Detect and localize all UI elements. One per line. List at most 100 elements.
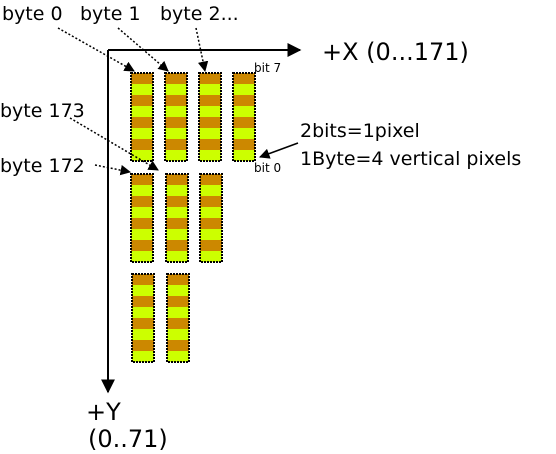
byte-outline <box>166 273 190 363</box>
byte-column <box>164 72 188 162</box>
bit-cell <box>131 95 153 106</box>
bit-cell <box>165 95 187 106</box>
bit-cell <box>165 73 187 84</box>
bit-cell <box>131 196 153 207</box>
leader-arrows <box>57 27 209 176</box>
bit-cell <box>167 340 189 351</box>
bit-cell <box>200 218 222 229</box>
bit-cell <box>167 307 189 318</box>
bit-cell <box>131 174 153 185</box>
byte-outline <box>164 72 188 162</box>
byte-column <box>130 173 154 263</box>
byte-outline <box>199 173 223 263</box>
bit-cell <box>200 251 222 262</box>
bit-cell <box>131 251 153 262</box>
bit-cell <box>233 117 255 128</box>
bit-cell <box>131 185 153 196</box>
byte-173-label: byte 173 <box>0 100 85 122</box>
bit-0-label: bit 0 <box>254 161 281 175</box>
bit-cell <box>131 73 153 84</box>
byte-0-arrow <box>57 27 135 72</box>
bit-cell <box>131 84 153 95</box>
bit-cell <box>166 229 188 240</box>
bit-cell <box>199 73 221 84</box>
byte-outline <box>198 72 222 162</box>
bit-cell <box>199 117 221 128</box>
bit-cell <box>167 318 189 329</box>
bit-cell <box>200 174 222 185</box>
bit-cell <box>167 296 189 307</box>
bit-cell <box>200 196 222 207</box>
bit-cell <box>132 274 154 285</box>
byte-column <box>232 72 256 162</box>
bit-cell <box>166 240 188 251</box>
bit-cell <box>200 229 222 240</box>
bit-cell <box>131 240 153 251</box>
byte-2-arrow <box>195 27 209 73</box>
note-line-2: 1Byte=4 vertical pixels <box>300 148 521 170</box>
byte-172-arrow <box>94 164 132 176</box>
bit-cell <box>199 139 221 150</box>
bit-cell <box>200 207 222 218</box>
byte-column <box>166 273 190 363</box>
bit-cell <box>166 185 188 196</box>
bit-cell <box>200 185 222 196</box>
bit-cell <box>131 128 153 139</box>
bit-cell <box>131 218 153 229</box>
bit-cell <box>166 196 188 207</box>
note-arrow <box>259 142 299 159</box>
bit-cell <box>132 329 154 340</box>
byte-column <box>199 173 223 263</box>
bit-cell <box>131 207 153 218</box>
byte-outline <box>130 72 154 162</box>
bit-cell <box>199 106 221 117</box>
bit-cell <box>131 106 153 117</box>
x-axis-label: +X (0...171) <box>322 38 469 66</box>
bit-cell <box>165 139 187 150</box>
bit-cell <box>200 240 222 251</box>
bit-7-label: bit 7 <box>254 61 281 75</box>
bit-cell <box>132 307 154 318</box>
bit-cell <box>165 128 187 139</box>
bit-cell <box>199 128 221 139</box>
bit-cell <box>233 139 255 150</box>
bit-cell <box>165 84 187 95</box>
byte-outline <box>232 72 256 162</box>
bit-cell <box>165 106 187 117</box>
bit-cell <box>132 351 154 362</box>
bit-cell <box>233 106 255 117</box>
byte-2-label: byte 2... <box>160 3 239 25</box>
bit-cell <box>167 329 189 340</box>
bit-cell <box>166 174 188 185</box>
bit-cell <box>233 84 255 95</box>
bit-cell <box>165 117 187 128</box>
bit-cell <box>233 73 255 84</box>
byte-172-label: byte 172 <box>0 155 85 177</box>
bit-cell <box>166 251 188 262</box>
bit-cell <box>199 95 221 106</box>
y-axis-label-bottom: (0..71) <box>88 425 168 453</box>
bit-cell <box>131 139 153 150</box>
bit-cell <box>199 150 221 161</box>
byte-outline <box>165 173 189 263</box>
bit-cell <box>166 218 188 229</box>
byte-173-arrow <box>69 117 159 171</box>
bit-cell <box>132 340 154 351</box>
bit-cell <box>233 128 255 139</box>
bit-cell <box>167 285 189 296</box>
byte-column <box>131 273 155 363</box>
byte-columns <box>130 72 256 363</box>
bit-cell <box>131 117 153 128</box>
bit-cell <box>233 95 255 106</box>
bit-cell <box>131 150 153 161</box>
bit-cell <box>233 150 255 161</box>
bit-cell <box>199 84 221 95</box>
byte-column <box>130 72 154 162</box>
bit-cell <box>167 274 189 285</box>
byte-column <box>165 173 189 263</box>
bit-cell <box>165 150 187 161</box>
bit-cell <box>132 318 154 329</box>
bit-cell <box>131 229 153 240</box>
byte-0-label: byte 0 <box>2 3 63 25</box>
